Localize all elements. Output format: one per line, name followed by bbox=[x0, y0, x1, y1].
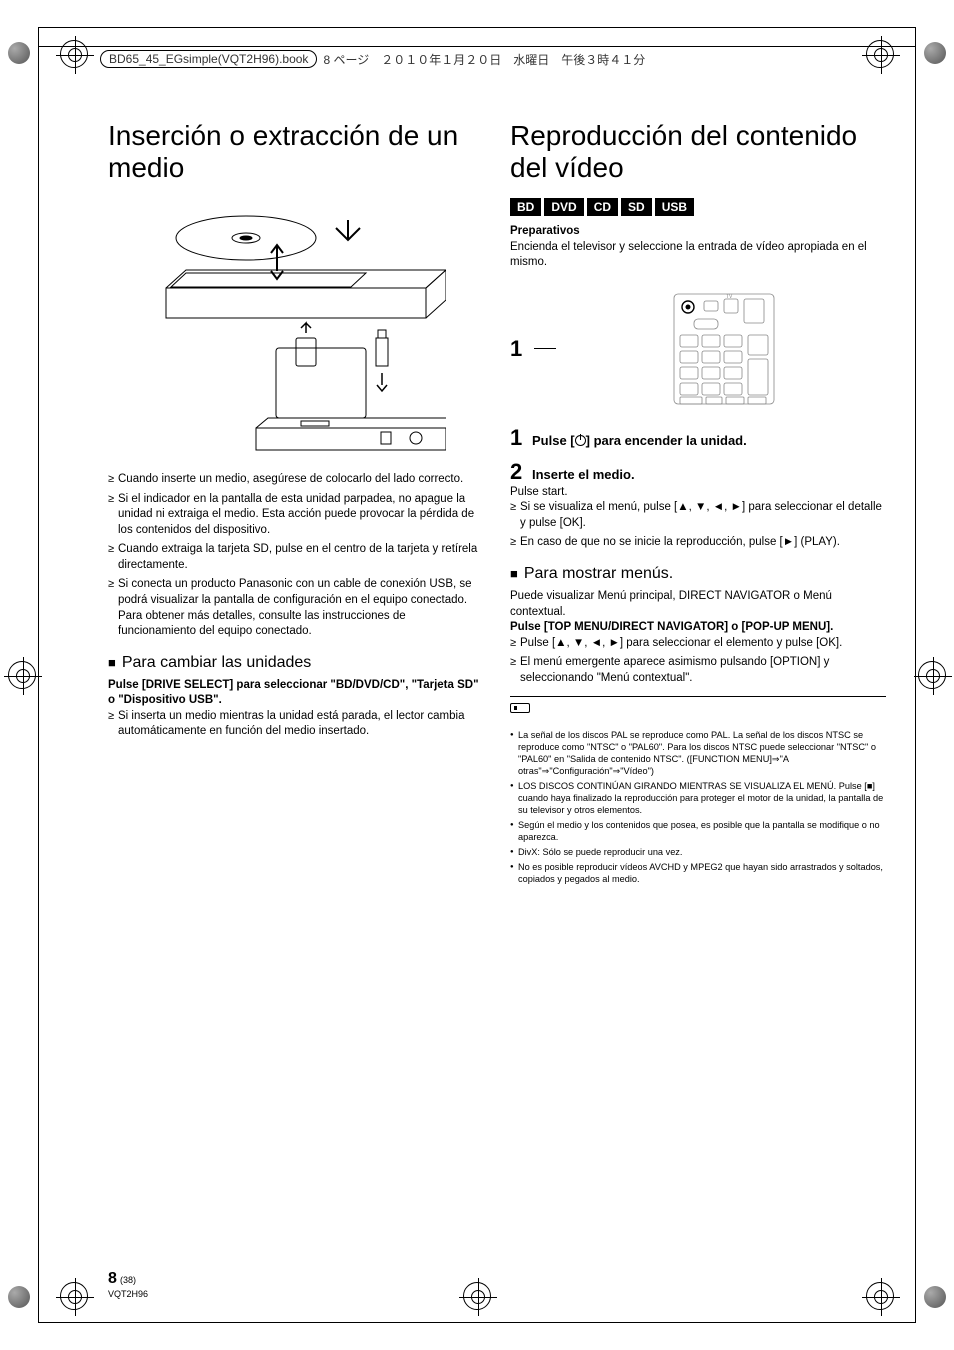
power-icon bbox=[575, 435, 586, 446]
doc-code: VQT2H96 bbox=[108, 1289, 148, 1299]
bullet: Pulse [▲, ▼, ◄, ►] para seleccionar el e… bbox=[510, 636, 886, 652]
right-column: Reproducción del contenido del vídeo BD … bbox=[510, 120, 886, 1250]
registration-mark bbox=[8, 661, 36, 689]
header-text: BD65_45_EGsimple(VQT2H96).book 8 ページ ２０１… bbox=[100, 50, 645, 68]
left-bullets: Cuando inserte un medio, asegúrese de co… bbox=[108, 472, 484, 639]
bullet: Si inserta un medio mientras la unidad e… bbox=[108, 709, 484, 740]
note-icon bbox=[510, 703, 530, 713]
badge: USB bbox=[655, 198, 694, 216]
bullet: Si conecta un producto Panasonic con un … bbox=[108, 577, 484, 639]
header-meta: 8 ページ ２０１０年１月２０日 水曜日 午後３時４１分 bbox=[323, 51, 645, 68]
bullet: Cuando extraiga la tarjeta SD, pulse en … bbox=[108, 542, 484, 573]
bullet: El menú emergente aparece asimismo pulsa… bbox=[510, 655, 886, 686]
bullet: Cuando inserte un medio, asegúrese de co… bbox=[108, 472, 484, 488]
prep-text: Encienda el televisor y seleccione la en… bbox=[510, 240, 886, 271]
menus-bold: Pulse [TOP MENU/DIRECT NAVIGATOR] o [POP… bbox=[510, 620, 886, 636]
print-dot bbox=[8, 42, 30, 64]
page-number: 8 bbox=[108, 1270, 117, 1287]
media-illustration bbox=[146, 198, 446, 458]
step-num: 1 bbox=[510, 425, 528, 451]
remote-illustration: TV bbox=[664, 289, 784, 409]
badge: DVD bbox=[544, 198, 583, 216]
registration-mark bbox=[918, 661, 946, 689]
pulse-start: Pulse start. bbox=[510, 485, 886, 501]
right-title: Reproducción del contenido del vídeo bbox=[510, 120, 886, 184]
note: No es posible reproducir vídeos AVCHD y … bbox=[510, 862, 886, 886]
svg-text:TV: TV bbox=[726, 294, 733, 300]
badge: SD bbox=[621, 198, 652, 216]
step-num: 2 bbox=[510, 459, 528, 485]
callout-1: 1 bbox=[510, 336, 528, 362]
bullet: En caso de que no se inicie la reproducc… bbox=[510, 535, 886, 551]
badge: BD bbox=[510, 198, 541, 216]
book-name: BD65_45_EGsimple(VQT2H96).book bbox=[100, 50, 317, 68]
page-sub: (38) bbox=[120, 1275, 136, 1285]
print-dot bbox=[8, 1286, 30, 1308]
note: Según el medio y los contenidos que pose… bbox=[510, 820, 886, 844]
footer: 8 (38) VQT2H96 bbox=[108, 1270, 148, 1300]
bullet: Si el indicador en la pantalla de esta u… bbox=[108, 492, 484, 539]
divider bbox=[510, 696, 886, 697]
small-notes: La señal de los discos PAL se reproduce … bbox=[510, 730, 886, 885]
left-subhead: Para cambiar las unidades bbox=[108, 654, 484, 672]
left-sub-bullets: Si inserta un medio mientras la unidad e… bbox=[108, 709, 484, 740]
note: LOS DISCOS CONTINÚAN GIRANDO MIENTRAS SE… bbox=[510, 781, 886, 817]
print-dot bbox=[924, 1286, 946, 1308]
menus-head: Para mostrar menús. bbox=[510, 565, 886, 583]
bullet: Si se visualiza el menú, pulse [▲, ▼, ◄,… bbox=[510, 500, 886, 531]
menus-p: Puede visualizar Menú principal, DIRECT … bbox=[510, 589, 886, 620]
step2-bullets: Si se visualiza el menú, pulse [▲, ▼, ◄,… bbox=[510, 500, 886, 551]
header-rule bbox=[38, 46, 916, 47]
step-1: 1 Pulse [] para encender la unidad. bbox=[510, 425, 886, 451]
left-title: Inserción o extracción de un medio bbox=[108, 120, 484, 184]
left-column: Inserción o extracción de un medio bbox=[108, 120, 484, 1250]
menus-bullets: Pulse [▲, ▼, ◄, ►] para seleccionar el e… bbox=[510, 636, 886, 687]
left-sub-bold: Pulse [DRIVE SELECT] para seleccionar "B… bbox=[108, 678, 484, 709]
format-badges: BD DVD CD SD USB bbox=[510, 198, 886, 216]
note: La señal de los discos PAL se reproduce … bbox=[510, 730, 886, 778]
step-1-text: Pulse [] para encender la unidad. bbox=[532, 433, 747, 448]
step-2: 2 Inserte el medio. bbox=[510, 459, 886, 485]
content: Inserción o extracción de un medio bbox=[108, 120, 886, 1250]
badge: CD bbox=[587, 198, 618, 216]
step-2-text: Inserte el medio. bbox=[532, 467, 635, 482]
print-dot bbox=[924, 42, 946, 64]
prep-head: Preparativos bbox=[510, 224, 886, 240]
note: DivX: Sólo se puede reproducir una vez. bbox=[510, 847, 886, 859]
